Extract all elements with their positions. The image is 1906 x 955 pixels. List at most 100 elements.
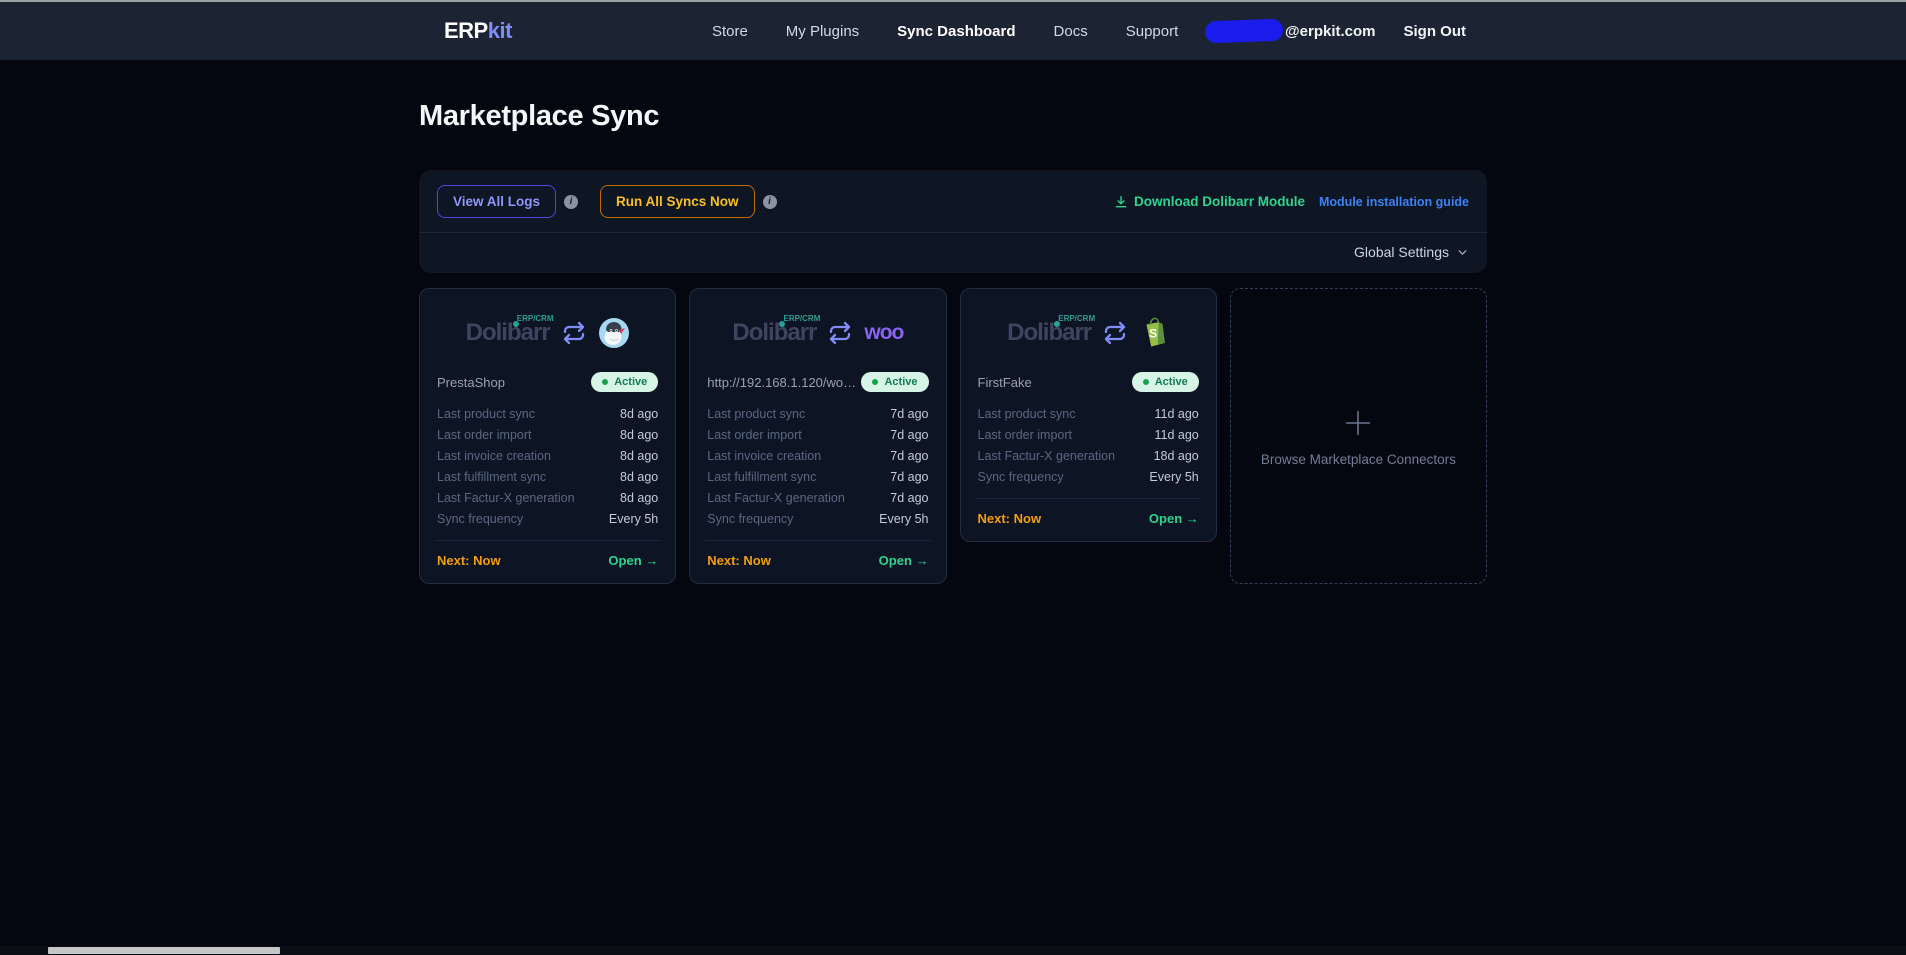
stat-label: Sync frequency: [437, 512, 524, 526]
dolibarr-logo: Dolibarr ERP/CRM: [1007, 314, 1095, 347]
dolibarr-wordmark: Dolibarr: [1007, 319, 1092, 346]
nav-docs[interactable]: Docs: [1053, 22, 1088, 40]
connector-sync-card: Dolibarr ERP/CRM woo S http://192.168.1.…: [689, 288, 947, 584]
brand-kit: kit: [487, 18, 513, 43]
stat-label: Last Factur-X generation: [437, 491, 575, 505]
card-divider: [975, 498, 1201, 499]
stat-label: Last Factur-X generation: [977, 449, 1116, 463]
card-divider: [705, 540, 931, 541]
download-link-label: Download Dolibarr Module: [1134, 194, 1305, 209]
woo-wordmark: woo: [864, 321, 904, 344]
nav-my-plugins[interactable]: My Plugins: [785, 22, 860, 40]
sync-stats-list: Last product sync 7d ago Last order import…: [707, 407, 928, 526]
open-connector-link[interactable]: Open →: [878, 553, 929, 568]
redacted-username: [1204, 18, 1284, 44]
open-connector-link[interactable]: Open →: [608, 553, 659, 568]
horizontal-scrollbar-thumb[interactable]: [48, 947, 280, 954]
stat-row: Last order import 11d ago: [978, 428, 1199, 442]
download-dolibarr-module-link[interactable]: Download Dolibarr Module: [1114, 194, 1305, 209]
nav-support[interactable]: Support: [1125, 22, 1179, 40]
stat-label: Last product sync: [437, 407, 535, 421]
stat-row: Last product sync 7d ago: [707, 407, 928, 421]
stat-row: Last product sync 11d ago: [978, 407, 1199, 421]
module-installation-guide-link[interactable]: Module installation guide: [1319, 194, 1469, 209]
stat-value: 11d ago: [1154, 428, 1199, 442]
dolibarr-wordmark: Dolibarr: [465, 319, 551, 346]
stat-value: 7d ago: [890, 449, 929, 463]
card-logo-row: Dolibarr ERP/CRM woo S: [437, 310, 658, 356]
next-sync-label: Next: Now: [977, 511, 1042, 526]
stat-row: Last invoice creation 7d ago: [707, 449, 928, 463]
sign-out-button[interactable]: Sign Out: [1403, 22, 1467, 40]
run-all-syncs-button[interactable]: Run All Syncs Now: [600, 185, 755, 218]
status-label: Active: [884, 376, 918, 388]
stat-value: 7d ago: [890, 470, 929, 484]
stat-label: Last fulfillment sync: [437, 470, 547, 484]
stat-row: Last fulfillment sync 8d ago: [437, 470, 658, 484]
stat-value: 7d ago: [890, 491, 929, 505]
status-dot: [602, 379, 609, 385]
global-settings-toggle[interactable]: Global Settings: [1354, 244, 1469, 260]
logs-info-icon[interactable]: i: [564, 194, 579, 209]
stat-value: 8d ago: [620, 470, 659, 484]
dolibarr-i-dot: [779, 321, 786, 327]
connector-sync-card: Dolibarr ERP/CRM woo S FirstFake Active: [959, 288, 1217, 542]
stat-label: Last order import: [437, 428, 532, 442]
stat-value: 8d ago: [620, 449, 659, 463]
stat-label: Last product sync: [977, 407, 1076, 421]
status-badge: Active: [861, 372, 929, 392]
dolibarr-logo: Dolibarr ERP/CRM: [732, 314, 820, 347]
next-sync-label: Next: Now: [437, 553, 501, 568]
nav-store[interactable]: Store: [711, 22, 748, 40]
run-syncs-info-icon[interactable]: i: [762, 194, 777, 209]
browse-marketplace-connectors-card[interactable]: Browse Marketplace Connectors: [1229, 288, 1487, 584]
sync-arrows-icon: [828, 321, 852, 345]
stat-label: Last product sync: [707, 407, 806, 421]
horizontal-scrollbar-track[interactable]: [0, 946, 1906, 955]
stat-label: Last Factur-X generation: [707, 491, 845, 505]
main-nav: Store My Plugins Sync Dashboard Docs Sup…: [712, 23, 1178, 40]
stat-label: Last invoice creation: [707, 449, 822, 463]
toolbar-links: Download Dolibarr Module Module installa…: [1114, 194, 1469, 209]
top-navbar: ERPkit Store My Plugins Sync Dashboard D…: [0, 2, 1906, 60]
download-icon: [1115, 195, 1127, 207]
card-logo-row: Dolibarr ERP/CRM woo S: [707, 310, 928, 356]
dolibarr-i-dot: [1054, 321, 1061, 327]
stat-value: 8d ago: [620, 428, 659, 442]
stat-row: Last Factur-X generation 7d ago: [707, 491, 928, 505]
connector-name: FirstFake: [977, 374, 1032, 390]
status-label: Active: [1154, 376, 1188, 388]
stat-row: Last product sync 8d ago: [437, 407, 658, 421]
connector-cards-grid: Dolibarr ERP/CRM woo S PrestaShop Active: [419, 288, 1487, 584]
open-connector-link[interactable]: Open →: [1148, 511, 1199, 526]
stat-label: Last invoice creation: [437, 449, 551, 463]
shopify-logo-icon: S: [1139, 317, 1169, 349]
window-top-edge: [0, 0, 1906, 2]
global-settings-label: Global Settings: [1354, 244, 1449, 260]
connector-name: PrestaShop: [437, 374, 505, 390]
stat-label: Sync frequency: [707, 512, 794, 526]
woocommerce-logo-icon: woo: [864, 321, 904, 345]
card-divider: [435, 540, 661, 541]
dolibarr-erpcrm-label: ERP/CRM: [516, 314, 554, 323]
view-all-logs-button[interactable]: View All Logs: [437, 185, 557, 218]
dolibarr-erpcrm-label: ERP/CRM: [783, 314, 821, 323]
sync-arrows-icon: [562, 321, 586, 345]
stat-row: Sync frequency Every 5h: [978, 470, 1199, 484]
brand-logo[interactable]: ERPkit: [444, 18, 512, 44]
stat-row: Last order import 8d ago: [437, 428, 658, 442]
dolibarr-wordmark: Dolibarr: [732, 319, 817, 346]
nav-sync-dashboard[interactable]: Sync Dashboard: [897, 22, 1016, 40]
stat-row: Last order import 7d ago: [707, 428, 928, 442]
chevron-down-icon: [1458, 249, 1467, 255]
sync-stats-list: Last product sync 8d ago Last order import…: [437, 407, 658, 526]
stat-value: 7d ago: [890, 407, 929, 421]
status-label: Active: [614, 376, 648, 388]
status-dot: [872, 379, 879, 385]
connector-name: http://192.168.1.120/wordpre...: [707, 374, 857, 390]
stat-row: Last fulfillment sync 7d ago: [707, 470, 928, 484]
stat-row: Last invoice creation 8d ago: [437, 449, 658, 463]
stat-label: Last fulfillment sync: [707, 470, 817, 484]
card-logo-row: Dolibarr ERP/CRM woo S: [978, 310, 1199, 356]
user-email: @erpkit.com: [1204, 18, 1376, 44]
